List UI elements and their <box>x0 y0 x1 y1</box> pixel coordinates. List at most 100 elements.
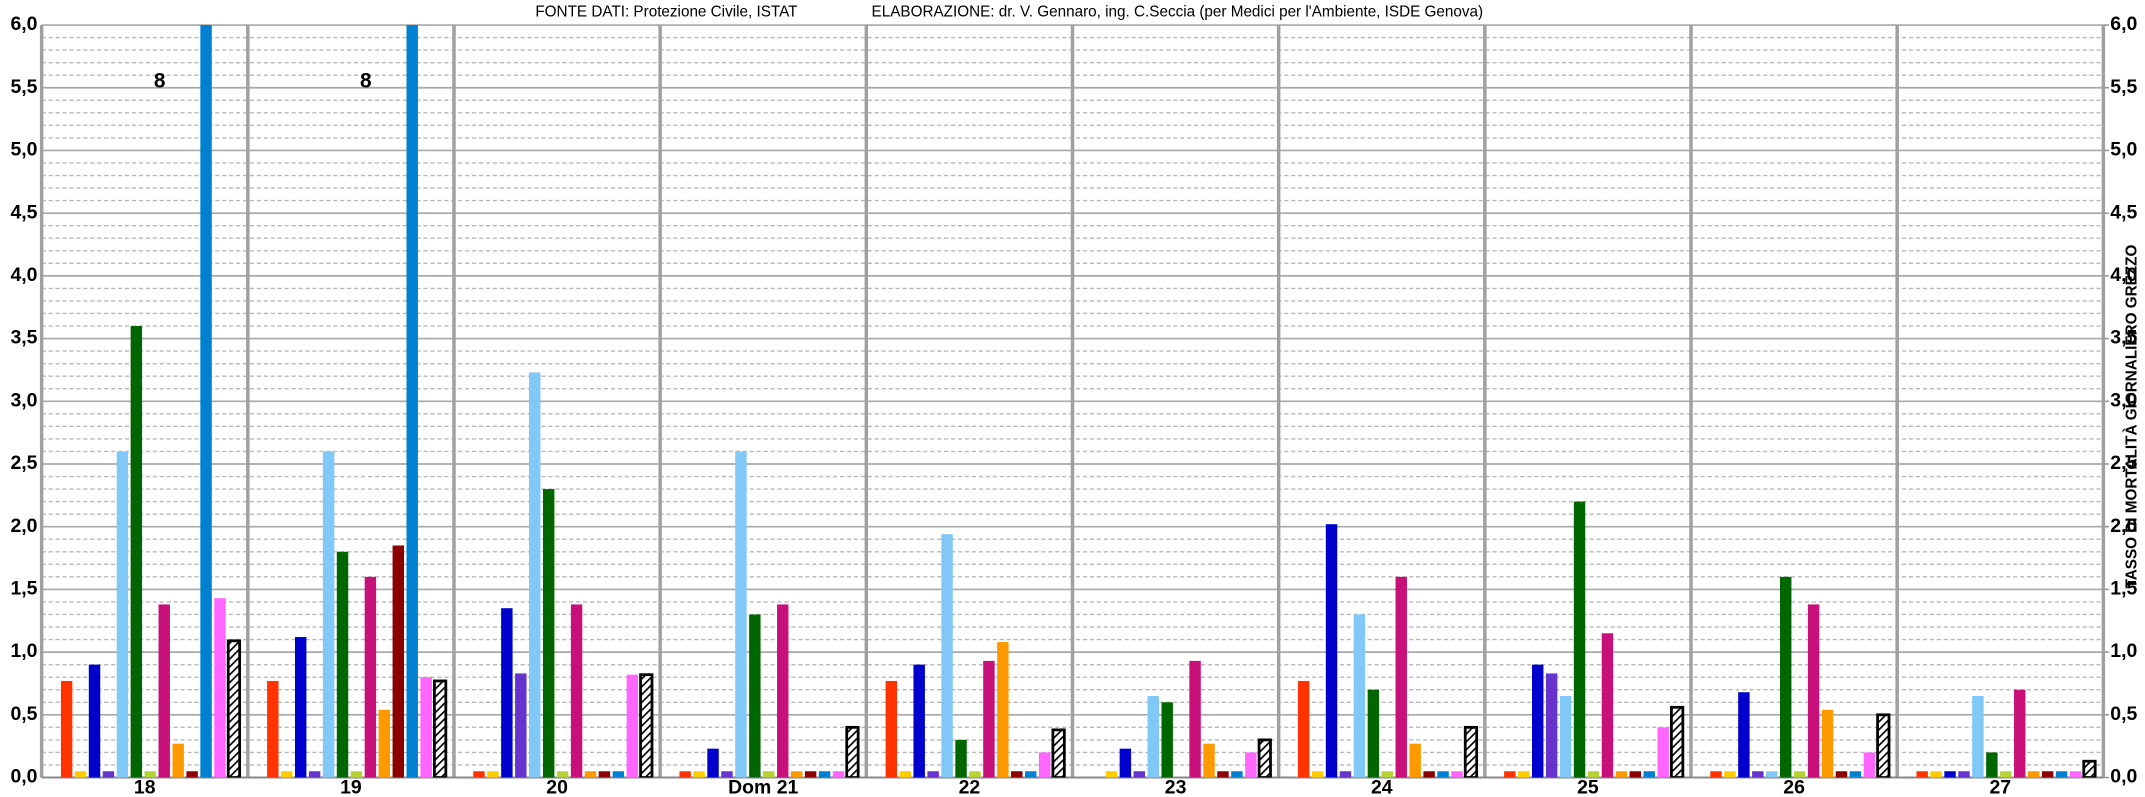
bar <box>1752 771 1764 778</box>
bar <box>1025 771 1037 778</box>
bar <box>1504 771 1516 778</box>
bar <box>308 771 321 778</box>
bar <box>1615 771 1628 778</box>
bar <box>2082 759 2097 778</box>
bar <box>102 771 115 778</box>
bar <box>1518 771 1530 778</box>
bar <box>1451 771 1463 778</box>
y2-tick-label: 4,0 <box>2110 264 2137 286</box>
source-text: FONTE DATI: Protezione Civile, ISTAT <box>535 4 797 21</box>
bar <box>1657 727 1669 778</box>
bar <box>1930 771 1942 778</box>
bar <box>1231 771 1243 778</box>
x-tick-label: 26 <box>1783 777 1805 797</box>
bar <box>1147 696 1159 778</box>
bar <box>1944 771 1956 778</box>
bar <box>267 680 279 778</box>
x-tick-label: 22 <box>959 777 981 797</box>
bar <box>1573 501 1586 778</box>
bar <box>336 551 349 778</box>
y2-axis-title: TASSO DI MORTALITÀ GIORNALIERO GREZZO <box>2124 245 2141 589</box>
bar <box>1643 771 1655 778</box>
bar <box>1161 702 1173 778</box>
bar <box>226 639 242 778</box>
bar <box>818 771 831 778</box>
y2-tick-label: 3,5 <box>2110 327 2137 349</box>
bar <box>804 771 817 778</box>
bar <box>433 679 448 778</box>
bar <box>1367 689 1380 778</box>
bar <box>1353 614 1366 778</box>
bar <box>1559 696 1572 778</box>
y2-tick-label: 5,0 <box>2110 139 2137 161</box>
y-tick-label: 1,5 <box>10 578 37 600</box>
bar <box>598 771 611 778</box>
bar <box>406 25 418 778</box>
bar <box>1972 696 1984 778</box>
y2-tick-label: 0,5 <box>2110 703 2137 725</box>
x-tick-label: Dom 21 <box>728 777 798 797</box>
y2-tick-label: 5,5 <box>2110 76 2137 98</box>
bar <box>294 637 307 778</box>
bar <box>1876 713 1891 778</box>
y-tick-label: 3,0 <box>10 389 37 411</box>
x-tick-label: 23 <box>1165 777 1187 797</box>
x-tick-label: 19 <box>340 777 362 797</box>
bar <box>378 709 391 778</box>
y2-tick-label: 1,5 <box>2110 578 2137 600</box>
bar <box>763 771 775 778</box>
bar <box>983 660 995 778</box>
bar <box>1849 771 1862 778</box>
bar <box>1807 604 1820 778</box>
bar <box>1670 705 1685 778</box>
bar <box>584 771 597 778</box>
bar <box>885 680 898 778</box>
bar <box>1189 660 1201 778</box>
bar <box>1203 743 1215 778</box>
bar <box>777 604 789 778</box>
bar <box>1958 771 1970 778</box>
bar <box>2069 771 2082 778</box>
bar <box>1986 752 1998 778</box>
y-tick-label: 5,5 <box>10 76 37 98</box>
bar <box>1724 771 1736 778</box>
bar <box>1257 738 1272 778</box>
x-tick-label: 27 <box>1989 777 2011 797</box>
bar <box>899 771 911 778</box>
bar <box>350 771 363 778</box>
x-tick-label: 25 <box>1577 777 1599 797</box>
bar <box>1051 728 1066 778</box>
bar <box>1601 633 1614 778</box>
bar <box>1710 771 1722 778</box>
bar <box>749 614 761 778</box>
bar <box>570 604 583 778</box>
y2-tick-label: 0,0 <box>2110 766 2137 788</box>
bar <box>1738 692 1750 778</box>
bar <box>322 451 335 778</box>
bar <box>845 725 860 778</box>
x-tick-label: 18 <box>134 777 156 797</box>
bar <box>679 771 691 778</box>
bar <box>88 664 101 778</box>
bar <box>1766 771 1778 778</box>
y-tick-label: 0,5 <box>10 703 37 725</box>
bar <box>2055 771 2068 778</box>
bar <box>2000 771 2012 778</box>
bar <box>556 771 569 778</box>
bar <box>832 771 845 778</box>
value-label: 8 <box>154 69 166 92</box>
bar <box>639 673 654 778</box>
bar <box>969 771 981 778</box>
bar <box>1821 709 1834 778</box>
bar <box>2014 689 2026 778</box>
bar <box>1916 771 1928 778</box>
value-label: 8 <box>360 69 372 92</box>
bar <box>473 771 485 778</box>
bar <box>186 771 198 778</box>
bar <box>1105 771 1118 778</box>
bar <box>941 534 953 778</box>
bar <box>172 743 184 778</box>
bar <box>707 748 719 778</box>
bar <box>200 25 212 778</box>
